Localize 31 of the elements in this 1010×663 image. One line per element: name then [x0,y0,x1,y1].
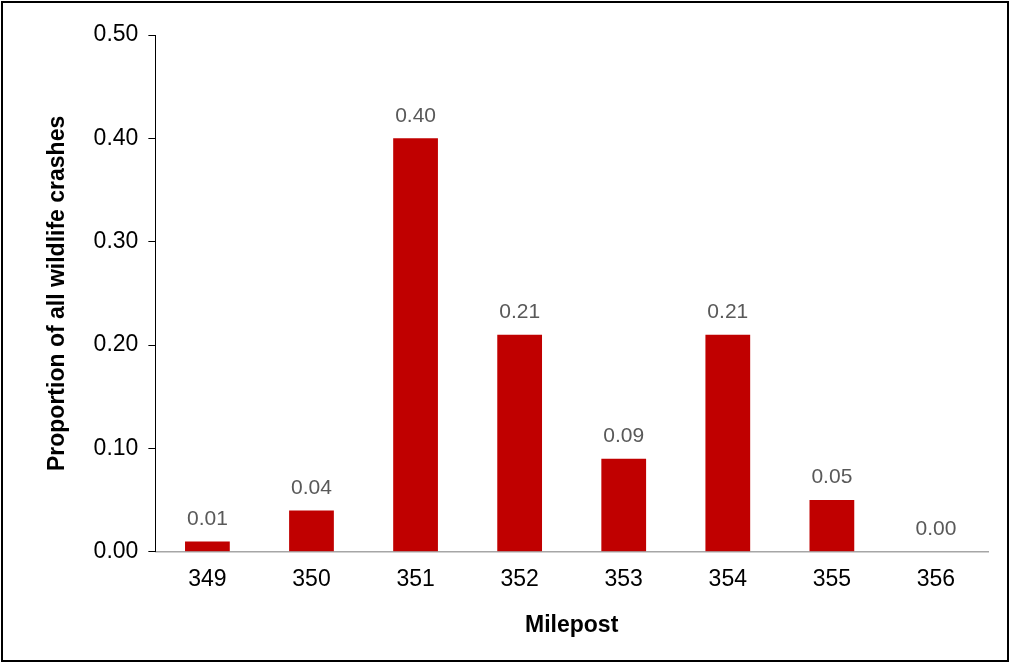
x-tick-label: 349 [188,564,227,591]
bar [705,334,751,552]
data-label: 0.21 [707,299,749,323]
bar [601,458,647,552]
data-label: 0.05 [811,464,853,488]
y-tick-label: 0.10 [93,433,139,460]
x-tick-label: 355 [812,564,852,591]
data-label: 0.09 [603,423,645,447]
data-label: 0.04 [291,474,333,498]
bar [809,500,855,552]
x-tick-label: 350 [292,564,331,591]
data-label: 0.00 [915,516,957,540]
y-tick-label: 0.40 [93,123,139,150]
data-label: 0.21 [499,299,541,323]
y-tick-label: 0.30 [93,227,139,254]
x-tick-label: 354 [708,564,748,591]
bar [185,541,230,552]
y-tick-label: 0.00 [93,537,139,564]
y-axis-title: Proportion of all wildlife crashes [43,115,70,472]
x-tick-label: 352 [500,564,539,591]
bar [393,138,438,552]
x-tick-label: 353 [604,564,643,591]
data-label: 0.01 [186,505,228,529]
y-tick-label: 0.20 [93,330,139,357]
bar [289,510,334,552]
bar [497,334,543,552]
x-axis-title: Milepost [525,610,619,637]
data-label: 0.40 [395,102,436,126]
x-tick-label: 356 [916,564,956,591]
y-tick-label: 0.50 [93,20,139,47]
x-tick-label: 351 [396,564,435,591]
